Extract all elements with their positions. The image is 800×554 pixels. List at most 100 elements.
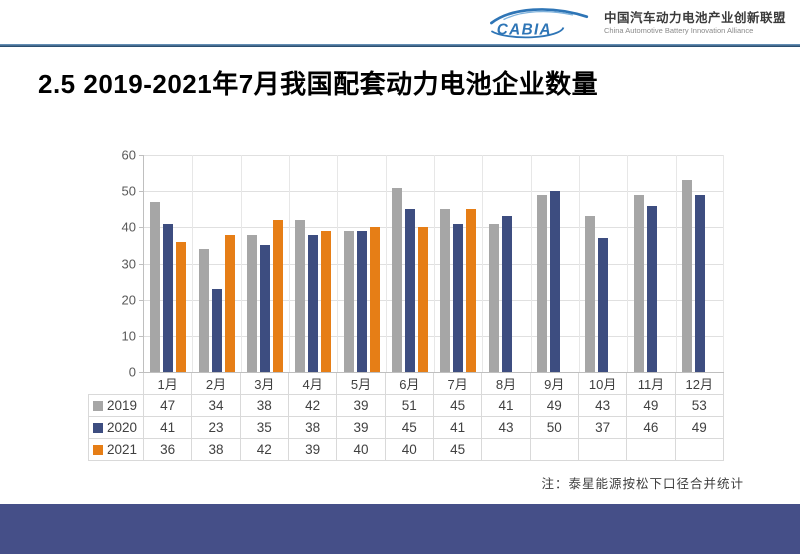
y-axis-label: 0	[128, 364, 136, 380]
bar-2019-m4	[295, 220, 306, 372]
vertical-gridline	[675, 155, 677, 372]
month-label: 3月	[239, 373, 289, 395]
bar-2020-m10	[598, 238, 609, 372]
org-names: 中国汽车动力电池产业创新联盟 China Automotive Battery …	[604, 11, 786, 36]
table-cell	[481, 438, 531, 461]
month-label: 4月	[287, 373, 338, 395]
table-row-2020: 2020 41 23 35 38 39 45 41 43 50 37 46 49	[88, 416, 724, 439]
vertical-gridline	[530, 155, 532, 372]
vertical-gridline	[627, 155, 629, 372]
legend-key-icon	[92, 445, 103, 455]
y-axis-tick	[139, 227, 144, 229]
data-table: 1月 2月 3月 4月 5月 6月 7月 8月 9月 10月 11月 12月 2019 47 34 38 42 3…	[88, 373, 724, 461]
bar-2020-m7	[453, 223, 464, 372]
table-cell: 42	[287, 394, 338, 417]
month-label: 11月	[626, 373, 676, 395]
vertical-gridline	[723, 155, 724, 372]
page-title: 2.5 2019-2021年7月我国配套动力电池企业数量	[38, 69, 599, 99]
table-cell: 43	[577, 394, 628, 417]
table-cell: 43	[481, 416, 531, 439]
bar-2020-m5	[356, 230, 367, 372]
bar-2021-m7	[466, 209, 477, 372]
y-axis-label: 40	[121, 219, 136, 235]
bar-2021-m1	[176, 241, 187, 372]
month-label: 10月	[577, 373, 628, 395]
table-cell: 23	[191, 416, 241, 439]
table-cell: 42	[239, 438, 289, 461]
bar-2021-m6	[417, 227, 428, 372]
table-cell: 39	[336, 394, 386, 417]
legend-label: 2020	[106, 420, 137, 435]
bar-2020-m12	[694, 194, 705, 372]
table-cell: 45	[432, 394, 483, 417]
plot-area: 0 10 20 30 40 50 60	[122, 148, 724, 380]
bar-2019-m2	[198, 249, 209, 372]
bar-2020-m2	[211, 288, 222, 372]
legend-label: 2021	[106, 442, 137, 457]
month-label: 9月	[529, 373, 579, 395]
month-header-row: 1月 2月 3月 4月 5月 6月 7月 8月 9月 10月 11月 12月	[88, 373, 724, 395]
org-name-en: China Automotive Battery Innovation Alli…	[603, 26, 754, 36]
vertical-gridline	[579, 155, 580, 372]
table-cell: 34	[191, 394, 241, 417]
table-cell: 45	[432, 438, 483, 461]
cabia-logo-icon: CABIA	[490, 8, 589, 39]
bar-2020-m11	[646, 205, 657, 372]
vertical-gridline	[482, 155, 484, 372]
table-cell	[529, 438, 579, 461]
y-axis-label: 60	[121, 147, 136, 163]
month-label: 6月	[384, 373, 434, 395]
month-label: 8月	[481, 373, 531, 395]
vertical-gridline	[434, 155, 435, 372]
month-label: 2月	[191, 373, 241, 395]
y-axis-label: 20	[121, 292, 136, 308]
table-cell: 36	[142, 438, 193, 461]
legend-label: 2019	[106, 398, 137, 413]
footnote: 注：泰星能源按松下口径合并统计	[541, 476, 744, 491]
bar-2019-m12	[681, 180, 692, 372]
legend-cell-2021: 2021	[88, 438, 144, 461]
y-axis-tick	[139, 263, 144, 265]
month-label: 5月	[336, 373, 386, 395]
table-cell: 41	[481, 394, 531, 417]
y-axis-tick	[139, 299, 144, 301]
table-cell: 49	[626, 394, 676, 417]
bar-2019-m6	[391, 187, 402, 372]
table-cell: 49	[529, 394, 579, 417]
month-label: 12月	[674, 373, 724, 395]
table-cell: 50	[529, 416, 579, 439]
bar-2019-m5	[343, 230, 354, 372]
org-name-cn: 中国汽车动力电池产业创新联盟	[603, 10, 786, 25]
table-cell: 49	[674, 416, 724, 439]
bar-2021-m3	[272, 220, 283, 372]
bar-2019-m9	[536, 194, 547, 372]
y-axis-tick	[139, 335, 144, 337]
vertical-gridline	[337, 155, 339, 372]
table-cell	[674, 438, 724, 461]
table-cell: 38	[191, 438, 241, 461]
table-cell	[577, 438, 628, 461]
bar-2021-m5	[369, 227, 380, 372]
bar-2019-m11	[633, 194, 644, 372]
vertical-gridline	[240, 155, 242, 372]
table-cell: 53	[674, 394, 724, 417]
table-cell: 39	[287, 438, 338, 461]
bar-chart: 0 10 20 30 40 50 60 1月 2月 3月 4月 5月 6月 7月 8月 9月 10月 11月 12…	[88, 148, 736, 461]
bar-2021-m4	[321, 230, 332, 372]
table-cell: 40	[336, 438, 386, 461]
bar-2019-m8	[488, 223, 499, 372]
table-cell: 47	[142, 394, 193, 417]
logo-text: CABIA	[497, 22, 552, 39]
bar-2020-m4	[308, 234, 319, 372]
org-logo: CABIA 中国汽车动力电池产业创新联盟 China Automotive Ba…	[484, 5, 786, 41]
y-axis-tick	[139, 191, 144, 193]
table-row-2021: 2021 36 38 42 39 40 40 45	[88, 438, 724, 461]
legend-key-icon	[92, 401, 103, 411]
table-cell: 35	[239, 416, 289, 439]
y-axis-tick	[139, 372, 144, 373]
bar-2020-m9	[549, 191, 560, 372]
vertical-gridline	[289, 155, 290, 372]
bar-2019-m10	[585, 216, 596, 372]
bar-2019-m1	[150, 202, 161, 372]
y-axis-label: 10	[121, 328, 136, 344]
